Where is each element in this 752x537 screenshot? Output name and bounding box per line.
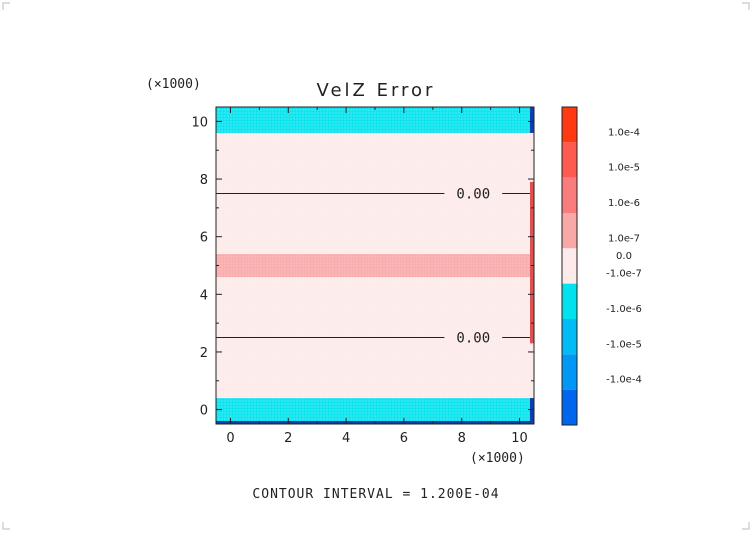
- heatmap-band-0: [216, 398, 534, 424]
- y-axis-multiplier: (×1000): [146, 77, 201, 92]
- x-tick-label-0: 0: [226, 431, 234, 446]
- colorbar-segment-1: [562, 142, 577, 178]
- y-tick-label-1: 2: [200, 346, 208, 361]
- contour-interval-footer: CONTOUR INTERVAL = 1.200E-04: [252, 487, 499, 502]
- x-tick-label-3: 6: [400, 431, 408, 446]
- x-tick-label-2: 4: [342, 431, 350, 446]
- y-tick-label-5: 10: [191, 115, 208, 130]
- colorbar-segment-3: [562, 213, 577, 249]
- edge-strip-pink-top: [530, 132, 534, 182]
- contour-layer: 0.00 0.00: [216, 186, 530, 347]
- bands-layer: [216, 107, 534, 424]
- contour-label-0: 0.00: [456, 186, 490, 202]
- colorbar-label-0: 1.0e-4: [608, 127, 640, 138]
- colorbar-segment-6: [562, 319, 577, 355]
- y-tick-label-3: 6: [200, 231, 208, 246]
- colorbar-label-2: 1.0e-6: [608, 198, 640, 209]
- x-tick-label-5: 10: [511, 431, 528, 446]
- x-axis-ticks: 0 2 4 6 8 10: [226, 107, 528, 446]
- y-axis-ticks: 0 2 4 6 8 10: [191, 115, 534, 419]
- colorbar-label-5: -1.0e-7: [606, 269, 642, 280]
- colorbar-segment-4: [562, 248, 577, 284]
- y-tick-label-4: 8: [200, 173, 208, 188]
- colorbar-segment-5: [562, 283, 577, 319]
- colorbar-segment-2: [562, 177, 577, 213]
- plot-area: 0.00 0.00: [215, 106, 535, 425]
- contour-label-1: 0.00: [456, 331, 490, 347]
- colorbar-segment-7: [562, 354, 577, 390]
- heatmap-band-2: [216, 253, 534, 278]
- colorbar-frame: [561, 106, 578, 426]
- x-tick-label-1: 2: [284, 431, 292, 446]
- x-tick-label-4: 8: [458, 431, 466, 446]
- x-axis-multiplier: (×1000): [470, 451, 525, 466]
- y-tick-label-0: 0: [200, 404, 208, 419]
- colorbar-label-7: -1.0e-5: [606, 339, 642, 350]
- colorbar-label-8: -1.0e-4: [606, 375, 642, 386]
- colorbar-label-3: 1.0e-7: [608, 233, 640, 244]
- colorbar-label-1: 1.0e-5: [608, 163, 640, 174]
- y-tick-label-2: 4: [200, 288, 208, 303]
- heatmap-band-4: [216, 107, 534, 133]
- edge-strip-pink-bottom: [530, 343, 534, 399]
- colorbar-segment-0: [562, 107, 577, 143]
- edge-strip-red: [530, 181, 534, 344]
- colorbar-label-4: 0.0: [616, 251, 632, 262]
- crop-marks: [2, 2, 750, 530]
- colorbar: 1.0e-4 1.0e-5 1.0e-6 1.0e-7 0.0 -1.0e-7 -1.0e-…: [561, 106, 642, 426]
- colorbar-segment-8: [562, 389, 577, 425]
- colorbar-label-6: -1.0e-6: [606, 304, 642, 315]
- chart-title: VelZ Error: [317, 80, 436, 101]
